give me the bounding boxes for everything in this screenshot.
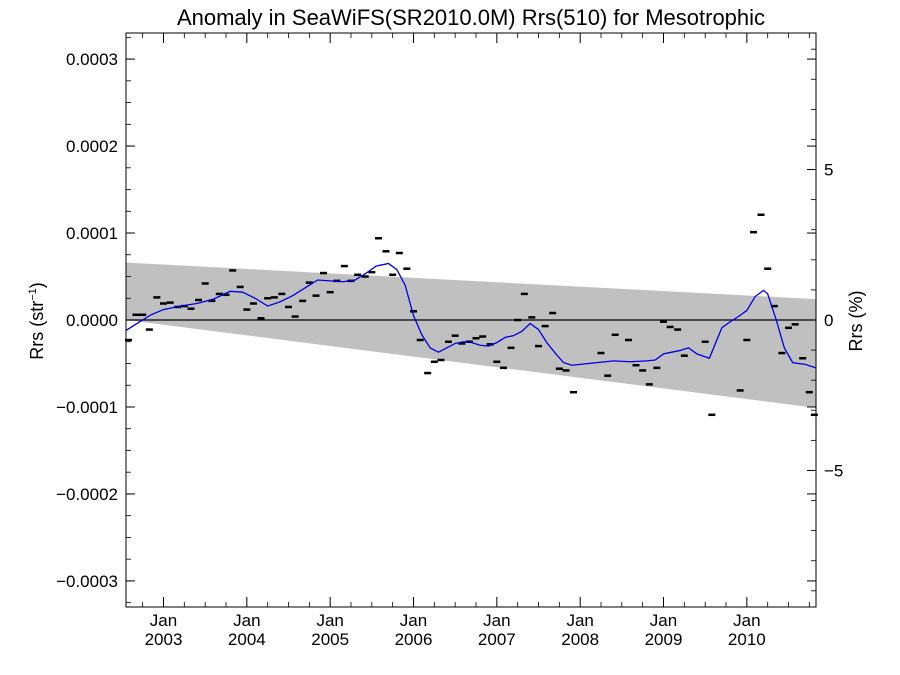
right-y-tick-label: 5 <box>824 161 833 180</box>
smoothed-anomaly-line <box>125 262 817 369</box>
uncertainty-band <box>126 262 816 408</box>
monthly-anomaly-points <box>125 213 818 417</box>
x-tick-label-month: Jan <box>400 611 427 630</box>
left-y-tick-label: 0.0003 <box>66 50 118 69</box>
right-y-axis-label: Rrs (%) <box>846 291 866 352</box>
left-y-axis-label-tail: ) <box>27 282 47 288</box>
chart-title: Anomaly in SeaWiFS(SR2010.0M) Rrs(510) f… <box>177 5 765 30</box>
left-y-axis: 0.0003 0.0002 0.0001 0.0000 −0.0001 −0.0002 −0… <box>56 36 816 604</box>
plot-area <box>125 32 818 608</box>
left-y-axis-label-sup: −1 <box>27 288 39 301</box>
x-axis: Jan2003Jan2004Jan2005Jan2006Jan2007Jan20… <box>142 33 810 649</box>
left-y-tick-label: −0.0002 <box>56 485 118 504</box>
x-tick-label-year: 2007 <box>478 630 516 649</box>
left-y-tick-label: −0.0001 <box>56 398 118 417</box>
x-tick-label-month: Jan <box>650 611 677 630</box>
right-y-axis: 5 0 −5 <box>807 48 843 592</box>
x-tick-label-month: Jan <box>150 611 177 630</box>
x-tick-label-year: 2010 <box>728 630 766 649</box>
x-tick-label-month: Jan <box>733 611 760 630</box>
right-y-tick-label: 0 <box>824 311 833 330</box>
x-tick-label-year: 2003 <box>145 630 183 649</box>
left-y-tick-label: −0.0003 <box>56 572 118 591</box>
left-y-axis-label: Rrs (str−1) <box>27 282 47 360</box>
left-y-tick-label: 0.0000 <box>66 311 118 330</box>
left-y-tick-label: 0.0002 <box>66 137 118 156</box>
x-tick-label-year: 2005 <box>311 630 349 649</box>
x-tick-label-month: Jan <box>483 611 510 630</box>
x-tick-label-month: Jan <box>566 611 593 630</box>
x-tick-label-month: Jan <box>316 611 343 630</box>
x-tick-label-year: 2006 <box>395 630 433 649</box>
x-tick-label-year: 2009 <box>645 630 683 649</box>
x-tick-label-year: 2004 <box>228 630 266 649</box>
right-y-tick-label: −5 <box>824 461 843 480</box>
left-y-axis-label-base: Rrs (str <box>27 301 47 360</box>
left-y-tick-label: 0.0001 <box>66 224 118 243</box>
x-tick-label-month: Jan <box>233 611 260 630</box>
x-tick-label-year: 2008 <box>561 630 599 649</box>
